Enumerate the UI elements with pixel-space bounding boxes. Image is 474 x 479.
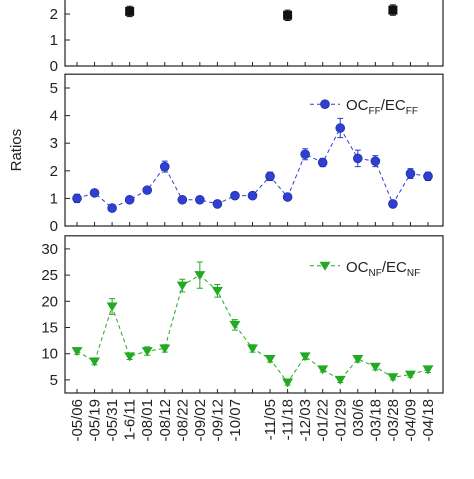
marker — [370, 156, 381, 166]
y-tick-label: 5 — [50, 80, 58, 97]
marker — [125, 6, 135, 16]
marker — [422, 365, 434, 375]
marker — [388, 199, 398, 209]
marker — [352, 354, 364, 364]
marker — [369, 362, 381, 372]
x-tick-label: -08/12 — [157, 399, 174, 442]
x-tick-label: -08/01 — [139, 399, 156, 442]
marker — [405, 168, 416, 179]
x-tick-label: -11/18 — [280, 399, 297, 440]
x-tick-label: -01/29 — [332, 399, 349, 442]
marker — [335, 123, 346, 133]
legend-label: OCFF/ECFF — [346, 97, 418, 117]
marker — [141, 347, 153, 357]
marker — [247, 190, 258, 201]
y-tick-label: 1 — [50, 32, 58, 49]
marker — [142, 185, 152, 195]
marker — [71, 347, 83, 357]
marker — [72, 193, 82, 204]
marker — [124, 352, 136, 362]
x-tick-label: -09/12 — [209, 399, 226, 442]
x-tick-label: -09/02 — [192, 399, 209, 442]
legend-text-part: /EC — [382, 259, 407, 276]
y-tick-label: 15 — [41, 320, 58, 337]
legend-text-part: OC — [346, 259, 369, 276]
y-tick-label: 0 — [50, 218, 58, 235]
legend-text-part: OC — [346, 97, 369, 114]
marker — [212, 199, 223, 209]
marker — [282, 378, 294, 388]
legend-text-part: FF — [369, 106, 381, 117]
marker — [195, 194, 205, 205]
marker — [107, 203, 117, 213]
x-tick-label: -11/05 — [262, 399, 279, 440]
marker — [89, 188, 100, 198]
marker — [159, 161, 170, 172]
marker — [404, 370, 416, 380]
y-tick-label: 4 — [50, 108, 58, 125]
marker — [177, 194, 188, 205]
marker — [264, 354, 276, 364]
plot-frame — [64, 73, 444, 227]
marker — [299, 352, 311, 362]
y-tick-label: 30 — [41, 241, 58, 258]
x-tick-label: -05/19 — [87, 399, 104, 442]
marker — [300, 149, 310, 160]
marker — [317, 157, 328, 168]
x-tick-label: -03/18 — [367, 399, 384, 442]
marker — [230, 190, 240, 201]
y-tick-label: 2 — [50, 163, 58, 180]
marker — [320, 99, 330, 109]
marker — [124, 194, 135, 205]
marker — [106, 302, 118, 312]
marker — [194, 271, 206, 281]
legend-text-part: FF — [406, 106, 418, 117]
x-tick-label: -08/22 — [174, 399, 191, 442]
marker — [352, 153, 363, 164]
x-tick-label: -04/09 — [402, 399, 419, 442]
marker — [423, 171, 433, 182]
x-tick-label: -03/28 — [385, 399, 402, 442]
x-tick-label: 030/6 — [350, 399, 367, 437]
y-tick-label: 10 — [41, 346, 58, 363]
y-axis-label: Ratios — [8, 129, 25, 172]
legend-label: OCNF/ECNF — [346, 259, 420, 279]
marker — [159, 344, 171, 354]
y-tick-label: 1 — [50, 190, 58, 207]
marker — [282, 192, 293, 202]
plot-frame — [64, 0, 444, 67]
x-tick-label: -12/03 — [297, 399, 314, 442]
y-tick-label: 5 — [50, 372, 58, 389]
y-tick-label: 2 — [50, 6, 58, 23]
marker — [211, 286, 223, 296]
x-tick-label: 1-6/11 — [122, 399, 139, 440]
marker — [319, 261, 331, 271]
marker — [334, 375, 346, 385]
y-tick-label: 3 — [50, 135, 58, 152]
x-tick-label: -05/31 — [104, 399, 121, 442]
y-tick-label: 20 — [41, 293, 58, 310]
legend-text-part: NF — [369, 268, 382, 279]
marker — [176, 281, 188, 291]
marker — [89, 357, 101, 367]
y-tick-label: 25 — [41, 267, 58, 284]
legend-text-part: NF — [407, 268, 420, 279]
legend-text-part: /EC — [381, 97, 406, 114]
x-tick-label: -10/07 — [227, 399, 244, 442]
marker — [388, 5, 398, 15]
marker — [317, 365, 329, 375]
marker — [387, 373, 399, 383]
marker — [229, 320, 241, 330]
x-tick-label: -05/06 — [69, 399, 86, 442]
x-tick-label: -01/22 — [315, 399, 332, 442]
marker — [265, 171, 275, 182]
marker — [247, 344, 258, 354]
plot-frame — [64, 235, 444, 394]
marker — [283, 10, 293, 20]
y-tick-label: 0 — [50, 58, 58, 75]
x-tick-label: -04/18 — [420, 399, 437, 442]
